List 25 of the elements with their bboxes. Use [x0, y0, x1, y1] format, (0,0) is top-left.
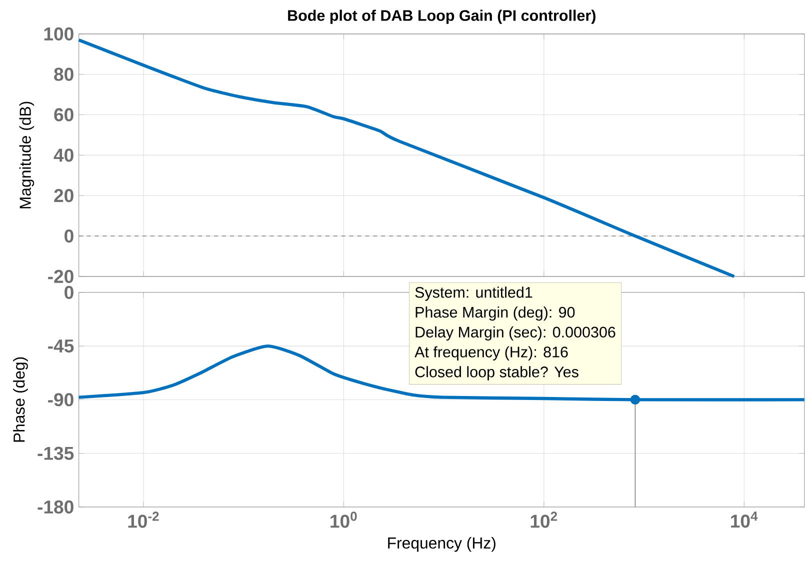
- chart-title: Bode plot of DAB Loop Gain (PI controller): [288, 10, 596, 24]
- x-tick-label: 10$^{4}$: [731, 512, 758, 528]
- x-axis-title: Frequency (Hz): [388, 537, 496, 552]
- annotation: Phase Margin (deg): 90: [416, 306, 575, 321]
- y-tick-label: -45: [48, 340, 74, 353]
- annotation: At frequency (Hz): 816: [414, 346, 568, 361]
- y-axis-title: Phase (deg): [13, 357, 28, 442]
- annotation: System: untitled1: [415, 286, 532, 301]
- y-tick-label: 80: [54, 68, 74, 81]
- y-tick-label: 40: [54, 148, 74, 162]
- y-tick-label: 100: [44, 27, 74, 41]
- x-tick-label: 10$^{0}$: [330, 512, 357, 528]
- y-tick-label: -135: [38, 446, 74, 460]
- annotation: Delay Margin (sec): 0.000306: [416, 326, 616, 341]
- y-tick-label: -180: [38, 500, 74, 514]
- y-tick-label: -20: [48, 270, 74, 284]
- y-tick-label: -90: [48, 393, 74, 406]
- x-tick-label: 10$^{-2}$: [128, 512, 159, 528]
- y-axis-title: Magnitude (dB): [19, 102, 34, 208]
- annotation: Closed loop stable? Yes: [415, 366, 578, 380]
- y-tick-label: 60: [54, 108, 74, 122]
- y-tick-label: 0: [64, 286, 74, 300]
- y-tick-label: 0: [64, 230, 74, 243]
- x-tick-label: 10$^{2}$: [530, 512, 558, 528]
- y-tick-label: 20: [54, 189, 74, 202]
